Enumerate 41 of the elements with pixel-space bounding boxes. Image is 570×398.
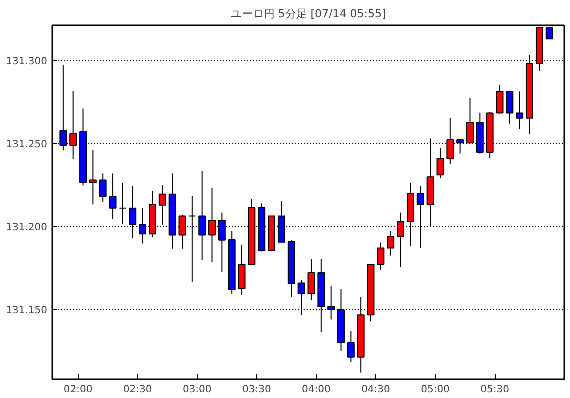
- candlestick: [129, 186, 137, 240]
- candlestick: [446, 118, 454, 165]
- candlestick: [119, 182, 127, 225]
- candlestick: [70, 90, 78, 160]
- candlestick: [89, 149, 97, 206]
- x-tick-label: 02:30: [123, 384, 152, 396]
- candlestick: [109, 173, 117, 220]
- candlestick: [218, 212, 226, 273]
- candlestick: [516, 91, 524, 130]
- y-tick-label: 131.200: [6, 222, 48, 234]
- candlestick: [139, 207, 147, 244]
- candlestick: [506, 91, 514, 124]
- candlestick: [208, 188, 216, 263]
- x-tick-label: 02:00: [64, 384, 93, 396]
- y-tick-label: 131.250: [6, 140, 48, 150]
- candlestick: [188, 196, 196, 282]
- x-tick-label: 04:00: [302, 384, 331, 396]
- candlestick: [198, 170, 206, 261]
- candlestick: [158, 184, 166, 226]
- candlestick: [397, 212, 405, 268]
- candlestick: [416, 186, 424, 250]
- candlestick: [99, 173, 107, 203]
- candlestick: [496, 84, 504, 114]
- x-tick-label: 03:30: [242, 384, 272, 396]
- x-tick-label: 05:30: [480, 384, 510, 396]
- x-tick-label: 03:00: [182, 384, 212, 396]
- chart-title: ユーロ円 5分足 [07/14 05:55]: [230, 8, 386, 20]
- candlestick: [436, 147, 444, 180]
- x-tick-label: 05:00: [421, 384, 450, 396]
- candlestick: [347, 330, 355, 364]
- y-tick-label: 131.150: [6, 306, 48, 317]
- candlestick: [178, 214, 186, 250]
- candlestick: [60, 65, 68, 152]
- candlestick: [308, 259, 316, 301]
- candlestick: [456, 140, 464, 154]
- y-tick-label: 131.300: [6, 56, 48, 68]
- candlestick: [466, 98, 474, 144]
- candlestick: [377, 242, 385, 271]
- candlestick: [387, 230, 395, 256]
- x-tick-label: 04:30: [362, 384, 390, 396]
- candlestick: [546, 27, 554, 40]
